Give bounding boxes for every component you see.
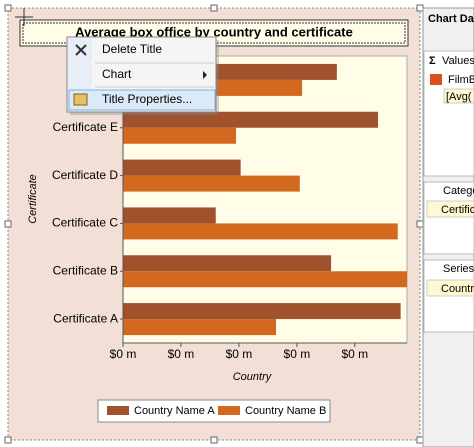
legend-label: Country Name B <box>245 405 326 417</box>
chart-title: Average box office by country and certif… <box>75 24 353 39</box>
chart: $0 m $0 m $0 m $0 m $0 m Certificate E Certifi… <box>52 56 407 417</box>
bar <box>123 271 407 288</box>
x-tick-label: $0 m <box>168 347 195 361</box>
menu-highlight[interactable] <box>68 89 216 111</box>
bar <box>123 175 300 192</box>
bar <box>123 207 216 224</box>
y-tick-label: Certificate B <box>53 263 118 277</box>
y-axis-label: Certificate <box>27 174 39 224</box>
x-tick-label: $0 m <box>341 347 368 361</box>
bar <box>123 111 379 128</box>
legend-label: Country Name A <box>134 405 215 417</box>
svg-text:Σ: Σ <box>429 55 436 67</box>
y-tick-label: Certificate E <box>53 120 118 134</box>
values-header: Values <box>442 55 474 67</box>
bar <box>123 303 401 320</box>
x-tick-label: $0 m <box>110 347 137 361</box>
side-panel: Chart Da Σ Values FilmB [Avg( Catego Cer… <box>422 7 474 447</box>
menu-item[interactable]: Chart <box>102 67 132 81</box>
bar <box>123 159 241 176</box>
bar <box>123 255 332 272</box>
menu-item[interactable]: Title Properties... <box>102 92 192 106</box>
y-tick-label: Certificate A <box>53 311 118 325</box>
series-header: Series <box>443 263 474 275</box>
bar <box>123 127 237 144</box>
x-tick-label: $0 m <box>284 347 311 361</box>
menu-item[interactable]: Delete Title <box>102 42 162 56</box>
categories-header: Catego <box>443 185 474 197</box>
legend-swatch <box>107 406 129 415</box>
legend-swatch <box>218 406 240 415</box>
bar <box>123 319 277 336</box>
values-expr: [Avg( <box>446 91 472 103</box>
categories-item[interactable]: Certific <box>441 204 474 216</box>
move-icon[interactable] <box>15 8 33 26</box>
context-menu: Delete Title Chart Title Properties... <box>66 36 219 115</box>
bar <box>123 223 398 240</box>
x-tick-label: $0 m <box>226 347 253 361</box>
series-item[interactable]: Countr <box>441 283 474 295</box>
x-axis-label: Country <box>233 371 273 383</box>
panel-title: Chart Da <box>428 13 474 25</box>
legend-box <box>97 399 331 423</box>
y-tick-label: Certificate C <box>52 216 118 230</box>
values-item[interactable]: FilmB <box>448 74 474 86</box>
y-tick-label: Certificate D <box>52 168 118 182</box>
